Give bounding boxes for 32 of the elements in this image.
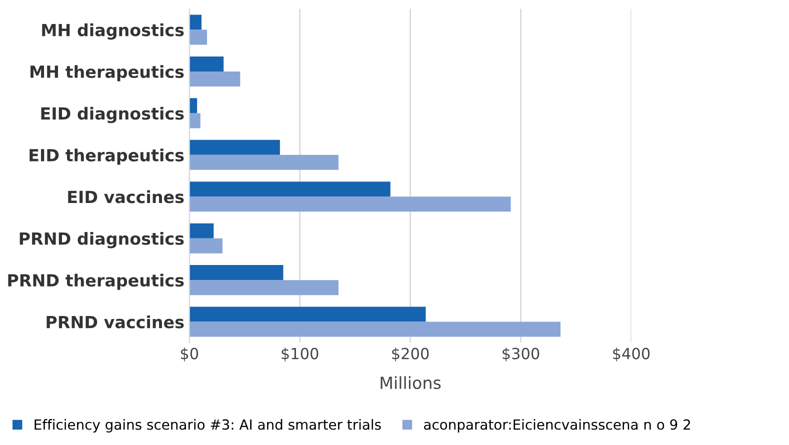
bar [189, 223, 214, 238]
bar [189, 56, 224, 72]
legend-label: aconparator:Eiciencvainsscena n o 9 2 [424, 419, 690, 432]
x-tick-label: $300 [502, 348, 540, 362]
bar [189, 280, 338, 296]
y-tick-label: PRND vaccines [46, 315, 184, 328]
y-tick-label: EID vaccines [68, 190, 184, 204]
x-tick-label: $0 [180, 348, 198, 362]
x-tick-label: $400 [613, 348, 650, 362]
bar [189, 322, 561, 337]
x-axis-title: Millions [380, 376, 441, 390]
y-tick-label: MH therapeutics [30, 65, 184, 82]
bar [189, 140, 280, 155]
y-tick-label: MH diagnostics [42, 23, 184, 40]
bar [189, 113, 200, 128]
bar [189, 154, 338, 170]
y-tick-label: EID diagnostics [41, 106, 184, 124]
x-tick-label: $200 [392, 348, 429, 362]
bar [189, 14, 202, 30]
bar [189, 182, 390, 197]
bar [189, 238, 222, 254]
bar [189, 30, 208, 45]
x-tick-label: $100 [282, 348, 318, 362]
bar [189, 265, 284, 280]
y-tick-label: EID therapeutics [30, 148, 184, 165]
bar [189, 306, 426, 322]
y-tick-label: PRND diagnostics [20, 232, 184, 248]
bar [189, 196, 511, 212]
bar [189, 71, 240, 86]
y-tick-label: PRND therapeutics [8, 274, 184, 290]
legend-label: Efficiency gains scenario #3: AI and smarter trials [34, 419, 381, 432]
bar [189, 98, 198, 114]
